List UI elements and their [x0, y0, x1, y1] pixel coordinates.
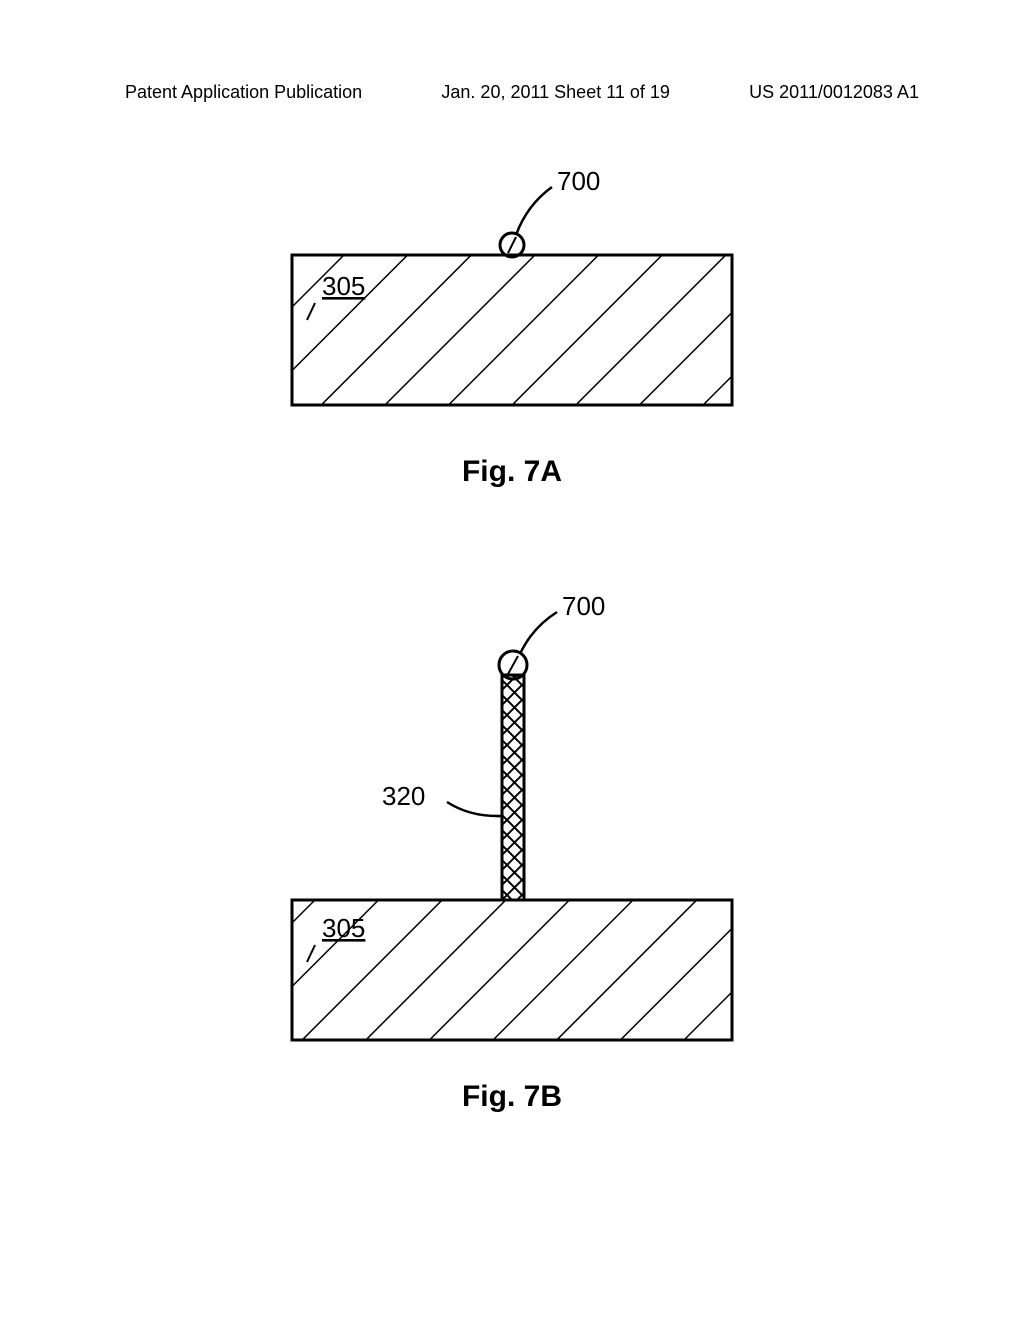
ref-700: 700: [557, 166, 600, 196]
figure-7a: 700 305 Fig. 7A: [252, 155, 772, 475]
ref-305: 305: [322, 271, 365, 301]
header-left: Patent Application Publication: [125, 82, 362, 103]
figure-7b-svg: 700 320 305: [252, 580, 772, 1060]
leader-700: [520, 612, 557, 654]
ref-305: 305: [322, 913, 365, 943]
header-right: US 2011/0012083 A1: [749, 82, 919, 103]
page-header: Patent Application Publication Jan. 20, …: [0, 82, 1024, 103]
figure-7b: 700 320 305 Fig. 7B: [252, 580, 772, 1080]
leader-320: [447, 802, 502, 816]
figure-7a-svg: 700 305: [252, 155, 772, 435]
ref-320: 320: [382, 781, 425, 811]
rod-320: [502, 675, 524, 900]
figure-7b-label: Fig. 7B: [252, 1080, 772, 1114]
header-center: Jan. 20, 2011 Sheet 11 of 19: [441, 82, 670, 103]
ref-700: 700: [562, 591, 605, 621]
figure-7a-label: Fig. 7A: [252, 455, 772, 489]
leader-700: [516, 187, 552, 235]
